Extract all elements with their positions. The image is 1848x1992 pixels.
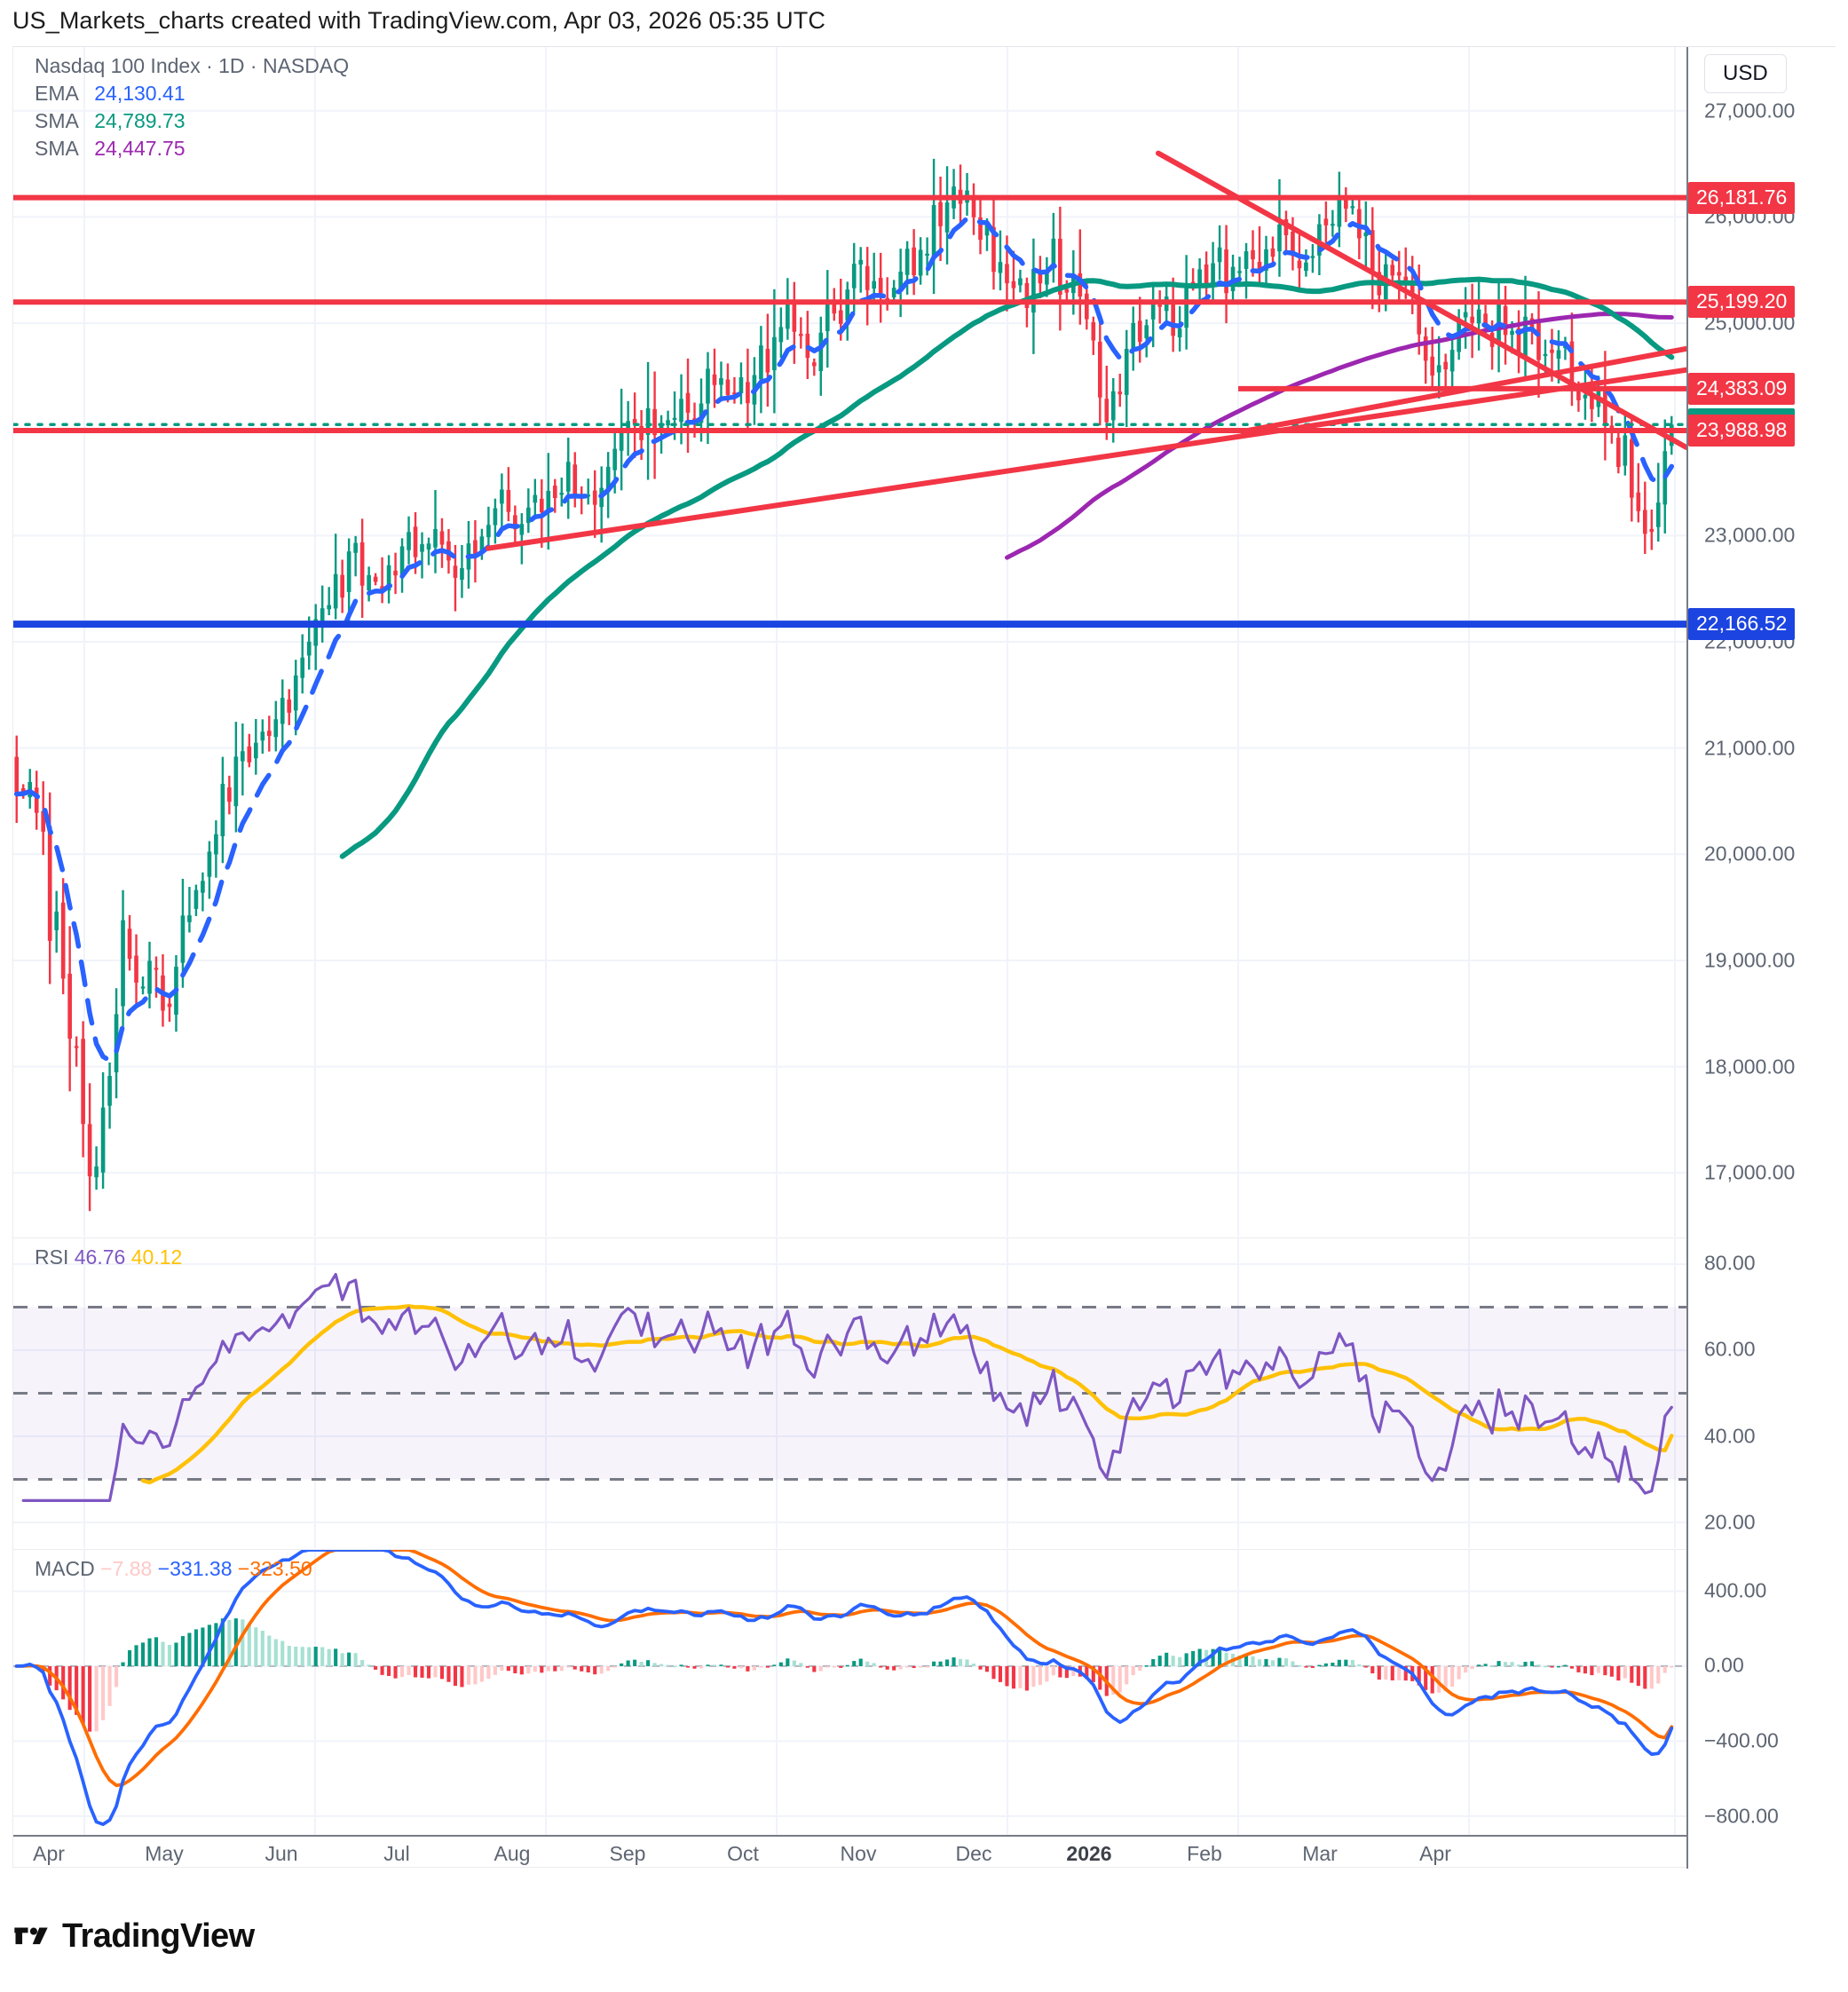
currency-badge[interactable]: USD <box>1704 54 1787 93</box>
price-axis-tick: 19,000.00 <box>1704 948 1796 972</box>
time-axis[interactable]: Apr May Jun Jul Aug Sep Oct Nov Dec 2026 Feb Mar Apr <box>13 1835 1686 1869</box>
rsi-axis-tick: 40.00 <box>1704 1424 1756 1448</box>
time-axis-tick: Jul <box>383 1842 410 1865</box>
price-level-tag[interactable]: 22,166.52 <box>1688 608 1796 641</box>
macd-axis-tick: −400.00 <box>1704 1728 1779 1752</box>
time-axis-tick: Jun <box>265 1842 298 1865</box>
macd-pane[interactable]: MACD −7.88 −331.38 −323.50 <box>13 1549 1686 1835</box>
tradingview-brand: TradingView <box>12 1917 255 1956</box>
chart-frame: Nasdaq 100 Index · 1D · NASDAQ EMA 24,13… <box>12 46 1836 1869</box>
page-title: US_Markets_charts created with TradingVi… <box>12 7 825 34</box>
rsi-axis-tick: 80.00 <box>1704 1251 1756 1275</box>
price-level-tag[interactable]: 23,988.98 <box>1688 415 1796 447</box>
time-axis-tick: Apr <box>33 1842 65 1865</box>
time-axis-tick: Sep <box>609 1842 646 1865</box>
price-level-tag[interactable]: 25,199.20 <box>1688 286 1796 319</box>
time-axis-tick: Nov <box>840 1842 877 1865</box>
time-axis-tick: Mar <box>1302 1842 1338 1865</box>
price-axis[interactable]: USD 27,000.0026,000.0025,000.0024,000.00… <box>1686 47 1836 1869</box>
time-axis-tick: Aug <box>494 1842 531 1865</box>
time-axis-tick: Dec <box>955 1842 992 1865</box>
price-axis-tick: 21,000.00 <box>1704 736 1796 760</box>
macd-axis-tick: 400.00 <box>1704 1578 1767 1602</box>
rsi-axis-tick: 20.00 <box>1704 1510 1756 1534</box>
price-level-tag[interactable]: 24,383.09 <box>1688 372 1796 405</box>
tradingview-wordmark: TradingView <box>62 1917 255 1955</box>
tradingview-logo-icon <box>14 1927 48 1944</box>
time-axis-tick: Feb <box>1187 1842 1222 1865</box>
time-axis-tick: 2026 <box>1066 1842 1112 1865</box>
rsi-pane[interactable]: RSI 46.76 40.12 <box>13 1237 1686 1548</box>
time-axis-tick: May <box>145 1842 184 1865</box>
price-axis-tick: 27,000.00 <box>1704 99 1796 123</box>
price-axis-tick: 20,000.00 <box>1704 842 1796 866</box>
price-level-tag[interactable]: 26,181.76 <box>1688 181 1796 214</box>
price-axis-tick: 18,000.00 <box>1704 1055 1796 1079</box>
macd-axis-tick: −800.00 <box>1704 1804 1779 1828</box>
macd-axis-tick: 0.00 <box>1704 1653 1744 1677</box>
rsi-axis-tick: 60.00 <box>1704 1337 1756 1361</box>
time-axis-tick: Apr <box>1419 1842 1451 1865</box>
price-pane[interactable]: Nasdaq 100 Index · 1D · NASDAQ EMA 24,13… <box>13 47 1686 1237</box>
price-axis-tick: 17,000.00 <box>1704 1160 1796 1184</box>
price-axis-tick: 23,000.00 <box>1704 523 1796 547</box>
time-axis-tick: Oct <box>727 1842 759 1865</box>
